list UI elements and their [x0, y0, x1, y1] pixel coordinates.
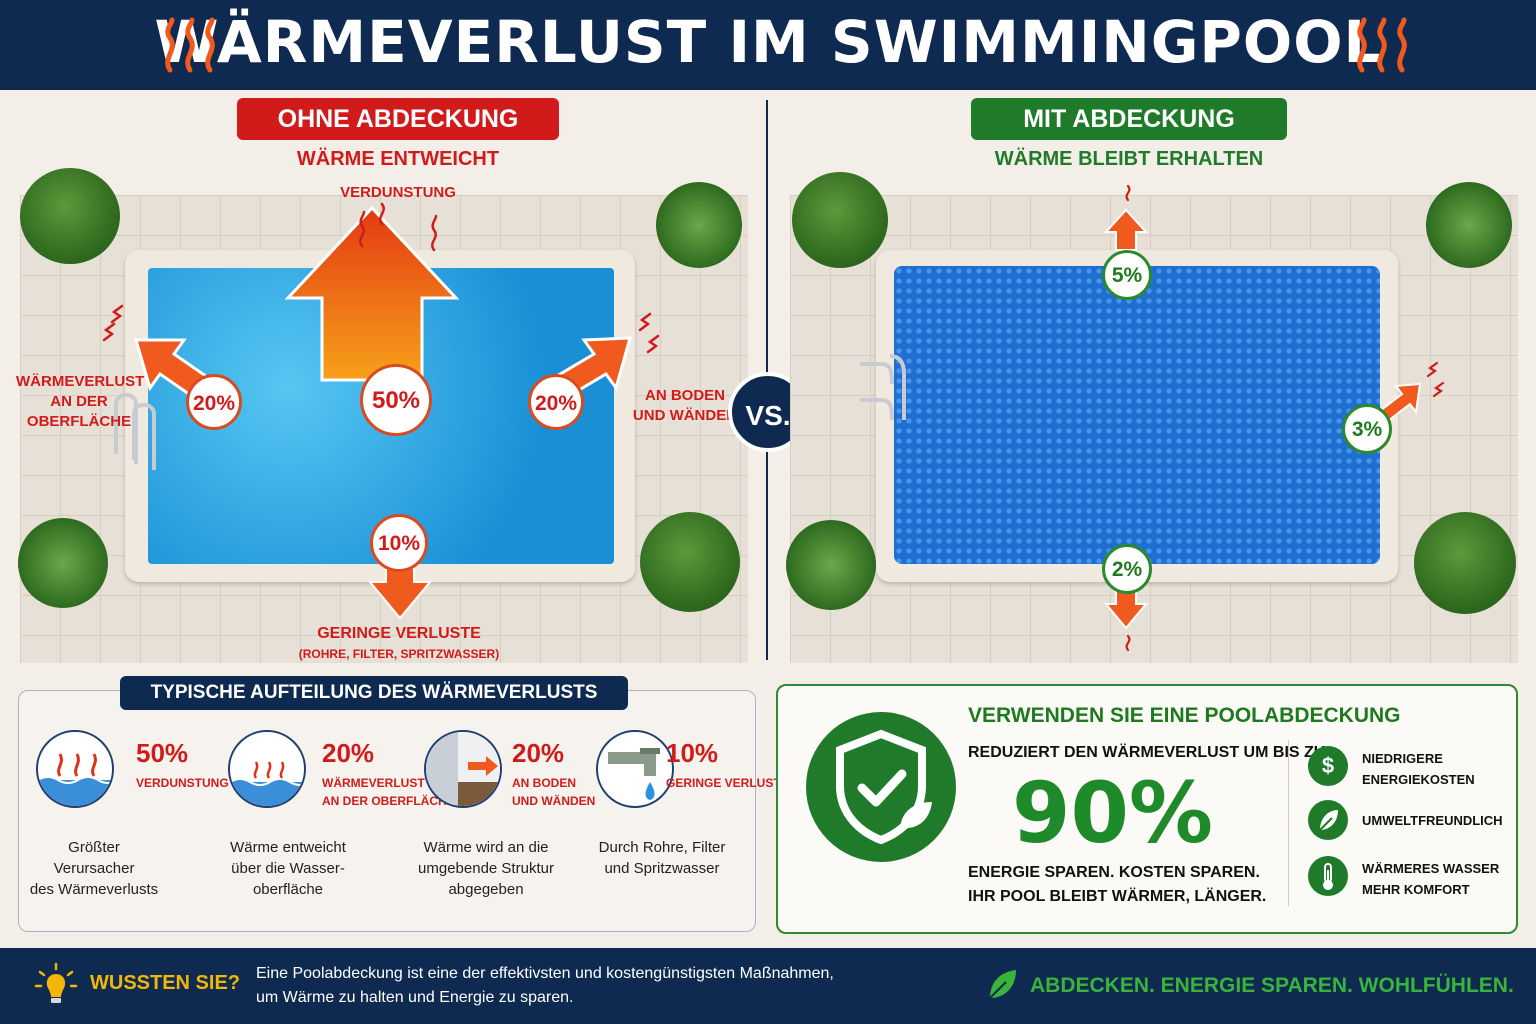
pipe-drop-icon	[596, 730, 674, 808]
palm-decoration	[656, 182, 742, 268]
tagline-1: ENERGIE SPAREN. KOSTEN SPAREN.	[968, 864, 1260, 881]
pct-minor-covered-badge: 2%	[1102, 544, 1152, 594]
palm-decoration	[1426, 182, 1512, 268]
breakdown-label: VERDUNSTUNG	[136, 776, 229, 790]
breakdown-label: GERINGE VERLUSTE	[666, 776, 789, 790]
pct-surface-badge: 20%	[186, 374, 242, 430]
breakdown-desc: Größter Verursacher des Wärmeverlusts	[29, 839, 159, 898]
leaf-icon	[989, 970, 1016, 999]
minor-loss-detail: (ROHRE, FILTER, SPRITZWASSER)	[298, 647, 500, 661]
recommendation-title: VERWENDEN SIE EINE POOLABDECKUNG	[968, 704, 1401, 727]
reduced-loss-arrows	[1103, 184, 1445, 652]
breakdown-pct: 50%	[136, 738, 189, 768]
solar-pool-cover	[894, 266, 1380, 564]
breakdown-label: WÄRMEVERLUST AN DER OBERFLÄCHE	[322, 776, 455, 808]
footer-bar	[0, 948, 1536, 1024]
leaf-icon	[1308, 800, 1348, 840]
wall-ground-icon	[424, 730, 502, 808]
benefit-separator	[1288, 740, 1289, 906]
heat-waves-icon	[165, 17, 215, 73]
without-cover-pill: OHNE ABDECKUNG	[237, 98, 559, 140]
evaporation-icon	[36, 730, 114, 808]
surface-heat-icon	[228, 730, 306, 808]
bush-decoration	[640, 512, 740, 612]
page-title: WÄRMEVERLUST IM SWIMMINGPOOL	[154, 8, 1382, 76]
bush-decoration	[1414, 512, 1516, 614]
breakdown-desc: Wärme wird an die umgebende Struktur abg…	[418, 839, 554, 898]
heat-waves-icon	[1357, 17, 1407, 73]
bush-decoration	[20, 168, 120, 264]
breakdown-pct: 20%	[322, 738, 375, 768]
right-subtitle: WÄRME BLEIBT ERHALTEN	[994, 148, 1264, 170]
tagline-2: IHR POOL BLEIBT WÄRMER, LÄNGER.	[968, 888, 1267, 905]
breakdown-desc: Durch Rohre, Filter und Spritzwasser	[598, 839, 726, 877]
with-cover-pill: MIT ABDECKUNG	[971, 98, 1287, 140]
pct-minor-badge: 10%	[370, 514, 428, 572]
footer-slogan: ABDECKEN. ENERGIE SPAREN. WOHLFÜHLEN.	[1030, 974, 1514, 997]
pool-ladder-icon	[114, 393, 156, 470]
pool-ladder-icon	[860, 354, 906, 421]
evaporation-label: VERDUNSTUNG	[340, 184, 456, 201]
dollar-icon: $	[1308, 746, 1348, 786]
benefit-text: NIEDRIGERE ENERGIEKOSTEN	[1362, 751, 1475, 787]
minor-loss-label: GERINGE VERLUSTE	[317, 625, 481, 642]
pct-ground-covered-badge: 3%	[1342, 404, 1392, 454]
bush-decoration	[792, 172, 888, 268]
did-you-know-label: WUSSTEN SIE?	[90, 972, 241, 994]
pct-ground-badge: 20%	[528, 374, 584, 430]
pct-evaporation-covered-badge: 5%	[1102, 250, 1152, 300]
shield-check-icon	[806, 712, 956, 862]
palm-decoration	[786, 520, 876, 610]
breakdown-pct: 20%	[512, 738, 565, 768]
breakdown-pct: 10%	[666, 738, 719, 768]
benefit-text: WÄRMERES WASSER MEHR KOMFORT	[1362, 861, 1500, 897]
breakdown-label: AN BODEN UND WÄNDEN	[512, 776, 596, 808]
thermometer-icon	[1308, 856, 1348, 896]
left-subtitle: WÄRME ENTWEICHT	[296, 148, 500, 170]
breakdown-title: TYPISCHE AUFTEILUNG DES WÄRMEVERLUSTS	[120, 676, 628, 710]
lightbulb-icon	[34, 962, 78, 1003]
ground-wall-label: AN BODEN UND WÄNDEN	[632, 387, 738, 424]
benefit-text: UMWELTFREUNDLICH	[1362, 813, 1503, 828]
header-bar	[0, 0, 1536, 90]
reduction-text: REDUZIERT DEN WÄRMEVERLUST UM BIS ZU	[968, 744, 1326, 761]
breakdown-desc: Wärme entweicht über die Wasser- oberflä…	[230, 839, 346, 898]
palm-decoration	[18, 518, 108, 608]
pct-evaporation-badge: 50%	[360, 364, 432, 436]
reduction-percentage: 90%	[1012, 764, 1214, 862]
surface-loss-label: WÄRMEVERLUST AN DER OBERFLÄCHE	[16, 373, 145, 430]
did-you-know-text: Eine Poolabdeckung ist eine der effektiv…	[256, 965, 834, 1006]
